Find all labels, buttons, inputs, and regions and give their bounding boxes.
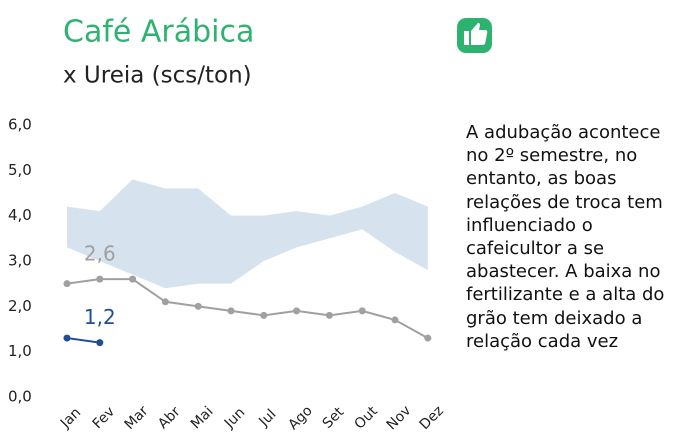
point [161, 298, 169, 306]
point [358, 307, 366, 315]
y-tick-label: 2,0 [8, 297, 32, 315]
point [227, 307, 235, 315]
note-text: A adubação acontece no 2º semestre, no e… [466, 122, 665, 352]
point [260, 311, 268, 319]
x-tick-label: Out [352, 403, 382, 433]
x-tick-label: Mar [122, 403, 152, 433]
x-tick-label: Nov [384, 403, 415, 434]
x-tick-label: Fev [90, 404, 118, 432]
y-tick-label: 3,0 [8, 252, 32, 270]
x-tick-label: Mai [188, 404, 217, 433]
y-tick-label: 1,0 [8, 342, 32, 360]
line [66, 278, 429, 339]
point [129, 275, 137, 283]
x-tick-label: Jun [221, 405, 248, 432]
point [96, 339, 104, 347]
y-tick-label: 5,0 [8, 161, 32, 179]
y-tick-label: 6,0 [8, 116, 32, 134]
x-tick-label: Abr [155, 404, 184, 433]
point [293, 307, 301, 315]
x-tick-label: Jan [57, 405, 84, 432]
x-tick-label: Jul [255, 406, 279, 430]
thumbs-up-icon [457, 18, 492, 53]
line [66, 337, 100, 344]
data-label: 2,6 [84, 242, 116, 266]
point [325, 311, 333, 319]
point [96, 275, 104, 283]
point [424, 334, 432, 342]
point [391, 316, 399, 324]
y-tick-label: 0,0 [8, 388, 32, 406]
chart-subtitle: x Ureia (scs/ton) [63, 63, 252, 89]
point [63, 334, 71, 342]
point [194, 302, 202, 310]
range-band [67, 179, 428, 289]
x-tick-label: Ago [285, 403, 315, 433]
point [63, 280, 71, 288]
y-tick-label: 4,0 [8, 206, 32, 224]
chart-title: Café Arábica [63, 15, 254, 50]
x-tick-label: Dez [417, 403, 447, 433]
x-tick-label: Set [320, 404, 348, 432]
data-label: 1,2 [84, 305, 116, 329]
